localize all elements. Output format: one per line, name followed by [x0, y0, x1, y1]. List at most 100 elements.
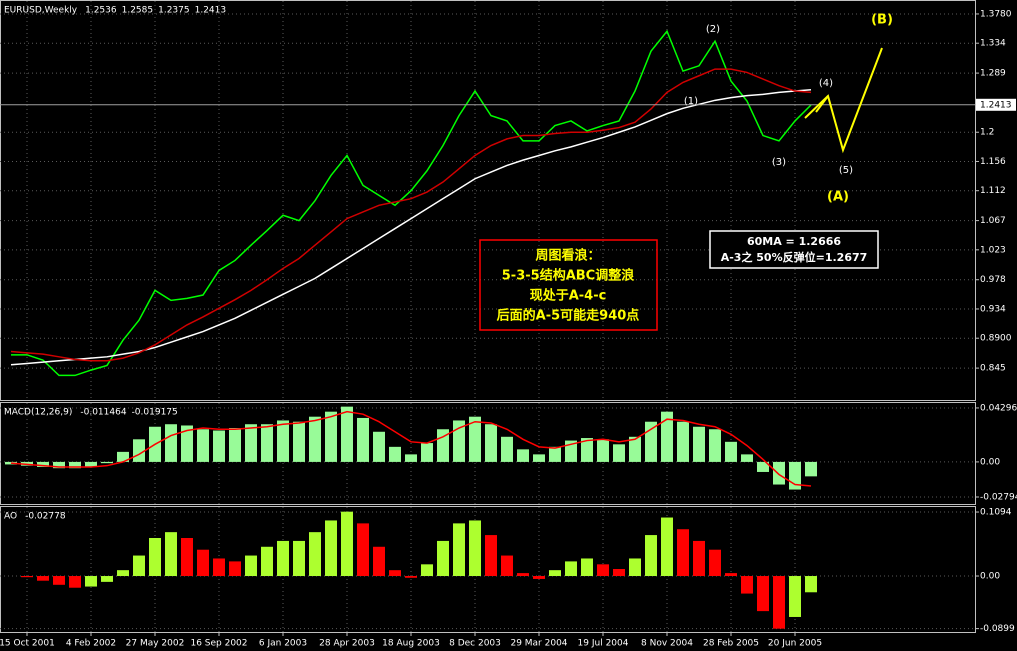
- histogram-bar: [389, 446, 401, 462]
- histogram-bar: [485, 535, 497, 577]
- panel-title: AO: [4, 512, 17, 522]
- histogram-bar: [389, 570, 401, 577]
- histogram-bar: [325, 520, 337, 577]
- note-text: 周图看浪：: [535, 248, 600, 264]
- y-tick-label: 1.156: [980, 157, 1006, 167]
- wave-label: (2): [706, 24, 720, 35]
- last-price-label: 1.2413: [980, 100, 1012, 110]
- histogram-bar: [245, 555, 257, 577]
- histogram-bar: [469, 520, 481, 577]
- histogram-bar: [565, 561, 577, 577]
- histogram-bar: [133, 439, 145, 462]
- histogram-bar: [197, 429, 209, 462]
- x-tick-label: 16 Sep 2002: [190, 639, 247, 649]
- panel-readout: -0.019175: [132, 408, 178, 418]
- histogram-bar: [437, 540, 449, 577]
- histogram-bar: [725, 441, 737, 462]
- histogram-bar: [181, 538, 193, 577]
- y-tick-label: -0.02794: [980, 493, 1017, 503]
- histogram-bar: [101, 576, 113, 582]
- ma-note-text: 60MA = 1.2666: [747, 235, 841, 248]
- histogram-bar: [117, 570, 129, 577]
- histogram-bar: [373, 546, 385, 577]
- histogram-bar: [293, 540, 305, 577]
- histogram-bar: [757, 576, 769, 612]
- y-tick-label: 1.067: [980, 216, 1006, 226]
- y-tick-label: 0.00: [980, 572, 1000, 582]
- histogram-bar: [453, 420, 465, 462]
- histogram-bar: [21, 576, 33, 578]
- macd-panel: [0, 402, 976, 505]
- histogram-bar: [421, 443, 433, 462]
- histogram-bar: [709, 429, 721, 462]
- wave-label: (3): [772, 157, 786, 168]
- y-tick-label: 1.112: [980, 186, 1006, 196]
- y-tick-label: 1.3780: [980, 9, 1012, 19]
- histogram-bar: [261, 424, 273, 462]
- histogram-bar: [805, 576, 817, 593]
- panel-readout: -0.011464: [80, 408, 126, 418]
- y-tick-label: 1.334: [980, 39, 1006, 49]
- histogram-bar: [741, 454, 753, 462]
- panel-readout: 1.2375: [158, 6, 190, 16]
- histogram-bar: [805, 461, 817, 477]
- histogram-bar: [117, 451, 129, 462]
- histogram-bar: [533, 454, 545, 462]
- histogram-bar: [661, 411, 673, 462]
- panel-readout: 1.2585: [122, 6, 154, 16]
- histogram-bar: [757, 461, 769, 472]
- x-tick-label: 18 Aug 2003: [382, 639, 440, 649]
- x-tick-label: 28 Apr 2003: [319, 639, 375, 649]
- histogram-bar: [693, 426, 705, 462]
- note-text: 5-3-5结构ABC调整浪: [502, 268, 634, 284]
- x-tick-label: 19 Jul 2004: [578, 639, 629, 649]
- histogram-bar: [229, 427, 241, 462]
- histogram-bar: [485, 424, 497, 462]
- x-tick-label: 28 Feb 2005: [703, 639, 759, 649]
- histogram-bar: [581, 558, 593, 577]
- histogram-bar: [645, 421, 657, 462]
- histogram-bar: [309, 416, 321, 462]
- y-tick-label: 0.1094: [980, 508, 1012, 518]
- y-tick-label: 0.934: [980, 304, 1006, 314]
- ma-note-box: [709, 230, 879, 269]
- wave-projection: [815, 95, 829, 113]
- histogram-bar: [245, 424, 257, 462]
- histogram-bar: [37, 576, 49, 581]
- y-tick-label: 1.289: [980, 69, 1006, 79]
- histogram-bar: [501, 555, 513, 577]
- histogram-bar: [517, 449, 529, 462]
- y-tick-label: 1.023: [980, 245, 1006, 255]
- wave-label: (B): [871, 13, 893, 28]
- histogram-bar: [453, 523, 465, 577]
- histogram-bar: [197, 549, 209, 577]
- wave-label: (1): [684, 96, 698, 107]
- y-tick-label: 0.978: [980, 275, 1006, 285]
- y-tick-label: 1.2: [980, 128, 994, 138]
- last-price-box: [976, 98, 1016, 111]
- series-line: [10, 68, 812, 362]
- histogram-bar: [501, 436, 513, 462]
- panel-title: MACD(12,26,9): [4, 408, 72, 418]
- histogram-bar: [405, 576, 417, 578]
- wave-label: (5): [839, 165, 853, 176]
- histogram-bar: [613, 444, 625, 462]
- histogram-bar: [53, 461, 65, 469]
- histogram-bar: [165, 532, 177, 577]
- histogram-bar: [725, 573, 737, 577]
- histogram-bar: [629, 436, 641, 462]
- histogram-bar: [613, 569, 625, 577]
- histogram-bar: [357, 417, 369, 462]
- panel-readout: 1.2413: [195, 6, 227, 16]
- histogram-bar: [677, 529, 689, 577]
- histogram-bar: [165, 424, 177, 462]
- ao-panel: [0, 506, 976, 633]
- histogram-bar: [357, 523, 369, 577]
- histogram-bar: [373, 431, 385, 462]
- histogram-bar: [69, 461, 81, 469]
- histogram-bar: [261, 546, 273, 577]
- histogram-bar: [325, 411, 337, 462]
- series-line: [10, 410, 812, 487]
- histogram-bar: [549, 570, 561, 577]
